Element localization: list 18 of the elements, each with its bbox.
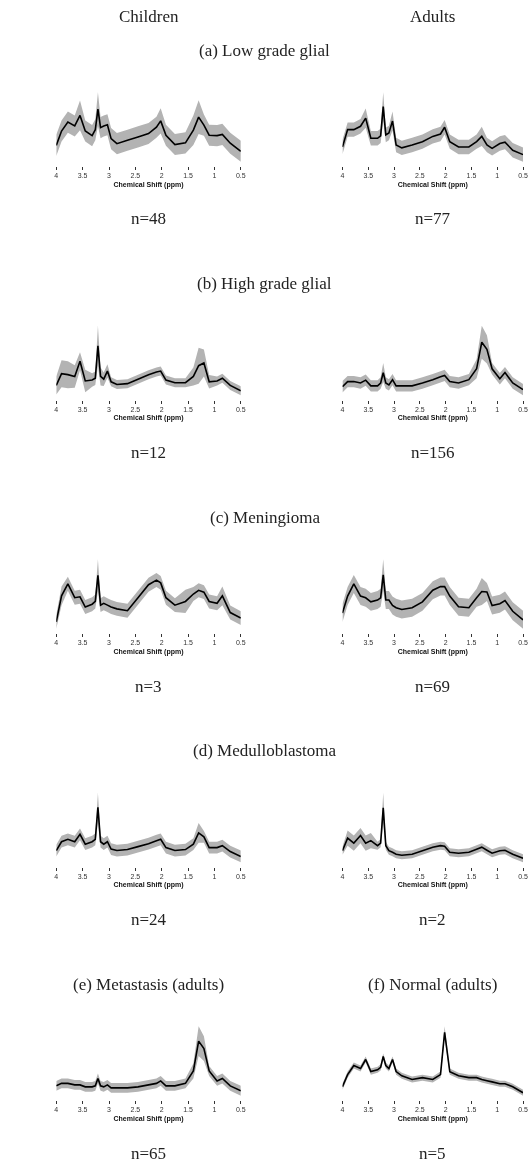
text: n=48 xyxy=(131,209,167,228)
chart-title: (d) Medulloblastoma xyxy=(193,741,337,760)
text: n=65 xyxy=(131,1144,167,1163)
text: n=5 xyxy=(419,1144,446,1163)
text: n=156 xyxy=(411,443,455,462)
text: n=3 xyxy=(135,677,162,696)
chart-title: (a) Low grade glial xyxy=(199,41,331,60)
text: n=77 xyxy=(415,209,451,228)
chart-title: (b) High grade glial xyxy=(197,274,332,293)
text: n=69 xyxy=(415,677,451,696)
text: Children xyxy=(119,7,179,26)
chart-title: (e) Metastasis (adults) xyxy=(73,975,225,994)
text: n=12 xyxy=(131,443,167,462)
text: Adults xyxy=(410,7,456,26)
chart-title: (f) Normal (adults) xyxy=(368,975,498,994)
text: n=2 xyxy=(419,910,446,929)
text: n=24 xyxy=(131,910,167,929)
chart-title: (c) Meningioma xyxy=(210,508,321,527)
